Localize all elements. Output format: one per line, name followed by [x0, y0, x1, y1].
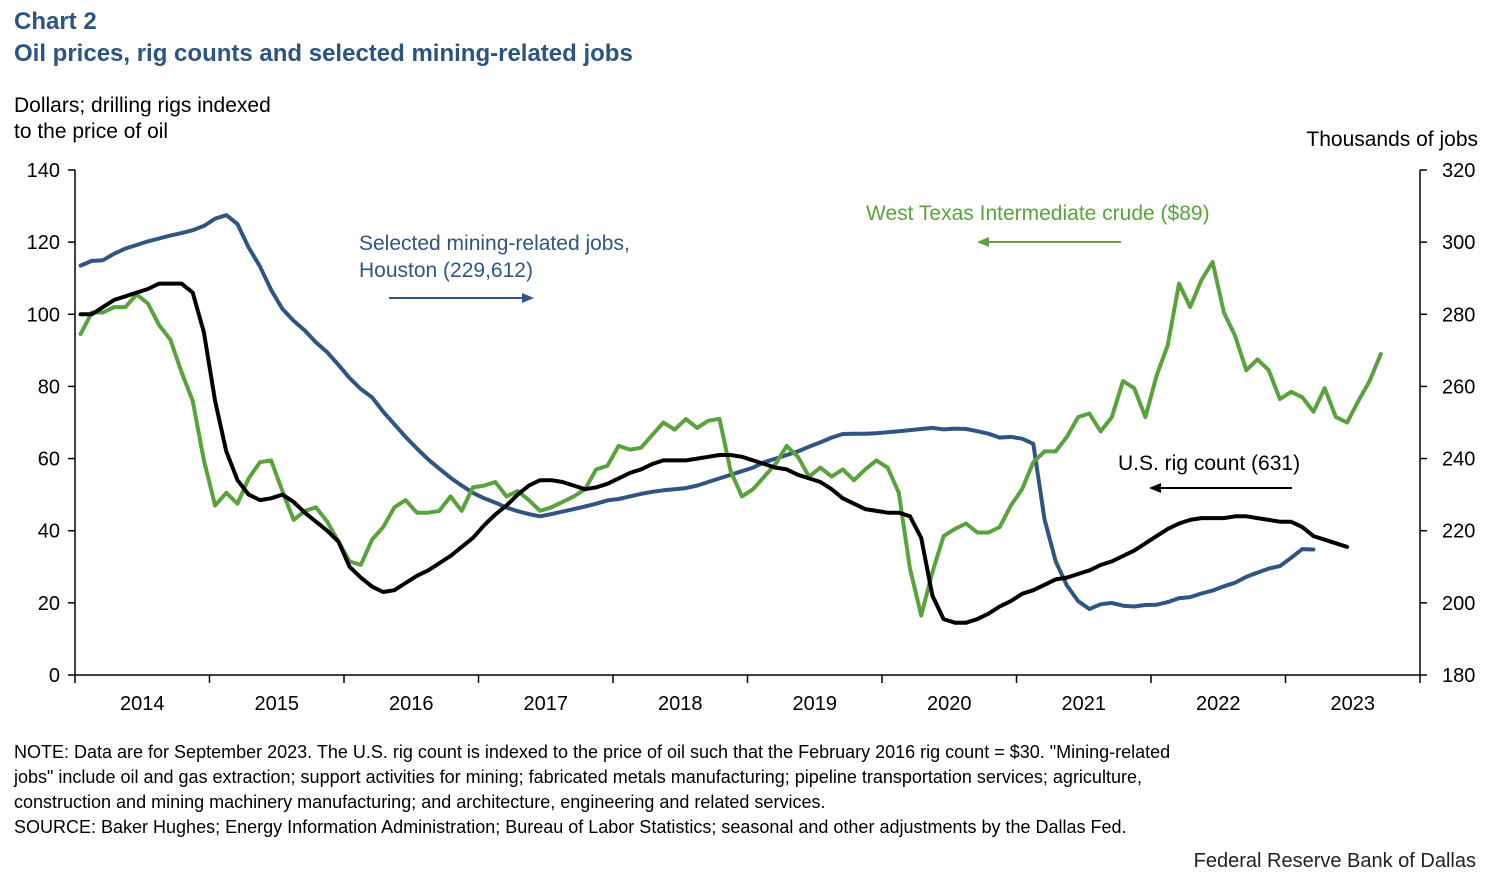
right-tick-label: 320	[1442, 160, 1475, 182]
x-tick-label: 2020	[927, 693, 972, 715]
chart-note: NOTE: Data are for September 2023. The U…	[14, 740, 1444, 840]
note-line-2: jobs" include oil and gas extraction; su…	[14, 767, 1142, 787]
wti-annotation: West Texas Intermediate crude ($89)	[866, 202, 1210, 225]
note-line-3: construction and mining machinery manufa…	[14, 792, 826, 812]
chart-number: Chart 2	[14, 8, 97, 35]
left-tick-label: 60	[38, 449, 60, 471]
annotations: Selected mining-related jobs, Houston (2…	[359, 202, 1300, 493]
note-line-1: NOTE: Data are for September 2023. The U…	[14, 742, 1171, 762]
x-tick-label: 2019	[793, 693, 838, 715]
axes: 0 20 40 60 80 100 120 140 180 200 220 240 260 280 300 3…	[27, 160, 1476, 715]
left-axis-label: Dollars; drilling rigs indexed to the pr…	[14, 93, 271, 145]
source-line: SOURCE: Baker Hughes; Energy Information…	[14, 817, 1127, 837]
rigs-arrowhead-icon	[1149, 483, 1161, 493]
x-tick-label: 2017	[524, 693, 569, 715]
rig-count-line	[78, 281, 1350, 625]
right-tick-label: 200	[1442, 593, 1475, 615]
jobs-annotation-line1: Selected mining-related jobs,	[359, 232, 630, 255]
right-tick-label: 260	[1442, 376, 1475, 398]
chart-title: Oil prices, rig counts and selected mini…	[14, 40, 633, 67]
footer-credit: Federal Reserve Bank of Dallas	[1193, 850, 1476, 872]
left-tick-label: 20	[38, 593, 60, 615]
left-tick-label: 140	[27, 160, 60, 182]
right-axis-label: Thousands of jobs	[1306, 128, 1478, 151]
right-tick-label: 300	[1442, 232, 1475, 254]
right-tick-label: 280	[1442, 304, 1475, 326]
series-layer	[78, 213, 1383, 625]
line-chart: 0 20 40 60 80 100 120 140 180 200 220 240 260 280 300 3…	[27, 160, 1476, 715]
x-tick-label: 2022	[1196, 693, 1241, 715]
left-tick-label: 100	[27, 304, 60, 326]
left-tick-label: 0	[49, 665, 60, 687]
wti-arrowhead-icon	[977, 237, 989, 247]
left-axis-label-line1: Dollars; drilling rigs indexed	[14, 94, 271, 117]
mining-jobs-line	[78, 213, 1316, 611]
rigs-annotation: U.S. rig count (631)	[1118, 452, 1300, 475]
x-tick-label: 2014	[120, 693, 165, 715]
x-tick-label: 2016	[389, 693, 434, 715]
right-tick-label: 220	[1442, 521, 1475, 543]
x-tick-label: 2023	[1331, 693, 1376, 715]
x-tick-label: 2018	[658, 693, 703, 715]
left-axis-label-line2: to the price of oil	[14, 120, 169, 143]
left-tick-label: 120	[27, 232, 60, 254]
x-tick-label: 2015	[255, 693, 300, 715]
left-tick-label: 80	[38, 376, 60, 398]
wti-crude-line	[78, 260, 1383, 618]
right-tick-label: 180	[1442, 665, 1475, 687]
x-tick-label: 2021	[1062, 693, 1107, 715]
jobs-arrowhead-icon	[522, 293, 534, 303]
left-tick-label: 40	[38, 521, 60, 543]
jobs-annotation-line2: Houston (229,612)	[359, 259, 533, 282]
right-tick-label: 240	[1442, 449, 1475, 471]
